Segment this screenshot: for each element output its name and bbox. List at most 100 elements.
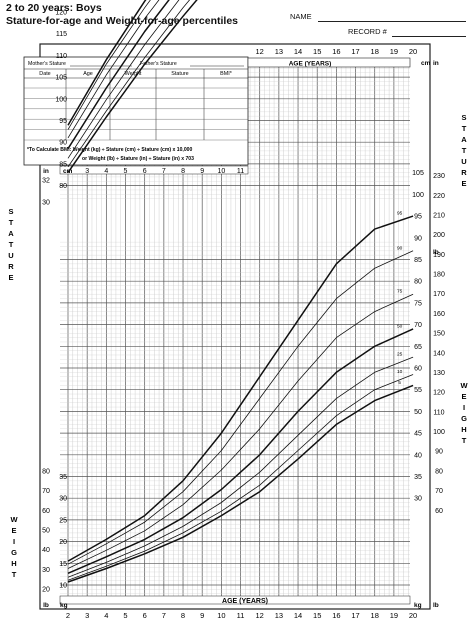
stature-side-label-right: A <box>461 135 467 144</box>
weight-curve-95 <box>67 215 414 562</box>
stature-side-label-right: U <box>461 157 466 166</box>
age-tick-bottom: 2 <box>66 611 70 620</box>
weight-side-label-left: W <box>10 515 18 524</box>
lb-unit-right-top: lb <box>433 249 439 256</box>
weight-curve-50 <box>67 328 414 574</box>
weight-lb-tick-right: 130 <box>433 370 445 377</box>
age-tick-bottom: 19 <box>390 611 398 620</box>
weight-kg-tick-right: 40 <box>414 452 422 459</box>
top-age-axis-box <box>247 57 411 68</box>
fathers-stature-label: Father's Stature <box>140 61 177 67</box>
stature-curve-95 <box>67 0 147 126</box>
weight-lb-tick-right: 230 <box>433 173 445 180</box>
stature-side-label-left: U <box>8 251 13 260</box>
kg-unit-left: kg <box>60 602 68 609</box>
weight-kg-tick-right: 65 <box>414 344 422 351</box>
age-tick-bottom: 14 <box>294 611 302 620</box>
age-tick-top: 17 <box>351 47 359 56</box>
in-unit-right: in <box>433 60 439 67</box>
age-tick-bottom: 15 <box>313 611 321 620</box>
age-tick-mid: 10 <box>217 168 225 175</box>
stature-side-label-right: S <box>461 113 466 122</box>
weight-kg-tick-right: 55 <box>414 387 422 394</box>
weight-curve-label: 90 <box>397 245 403 251</box>
stature-side-label-right: E <box>461 179 466 188</box>
age-tick-mid: 8 <box>181 168 185 175</box>
weight-side-label-right: E <box>461 392 466 401</box>
chart-title-line-2: Stature-for-age and Weight-for-age perce… <box>6 15 239 27</box>
weight-kg-tick-left: 35 <box>59 474 67 481</box>
weight-side-label-right: H <box>461 425 466 434</box>
lb-unit-right: lb <box>433 602 439 609</box>
mid-age-row <box>59 165 249 175</box>
stature-curve-5 <box>67 0 198 174</box>
weight-kg-tick-left: 15 <box>59 561 67 568</box>
stature-cm-tick-left: 115 <box>56 31 67 38</box>
stature-side-label-right: R <box>461 168 467 177</box>
weight-side-label-right: G <box>461 414 467 423</box>
stature-curve-10 <box>67 0 191 168</box>
age-tick-mid: 5 <box>124 168 128 175</box>
name-label: NAME <box>290 12 312 21</box>
table-column-header: Stature <box>171 71 188 77</box>
weight-lb-tick-left: 60 <box>42 508 50 515</box>
bmi-note-line-1: *To Calculate BMI: Weight (kg) ÷ Stature… <box>27 147 192 153</box>
name-input-line[interactable] <box>318 21 466 22</box>
age-tick-top: 14 <box>294 47 302 56</box>
weight-kg-tick-right: 70 <box>414 322 422 329</box>
stature-side-label-right: T <box>462 146 467 155</box>
stature-curve-90 <box>67 0 151 130</box>
age-tick-mid: 3 <box>85 168 89 175</box>
age-tick-mid: 7 <box>162 168 166 175</box>
table-column-header: Age <box>83 71 93 77</box>
weight-curve-5 <box>67 384 414 583</box>
weight-side-label-left: E <box>11 526 16 535</box>
stature-side-label-right: T <box>462 124 467 133</box>
age-tick-bottom: 9 <box>200 611 204 620</box>
weight-curve-90 <box>67 250 414 565</box>
weight-kg-tick-left: 10 <box>59 583 67 590</box>
age-tick-bottom: 4 <box>104 611 108 620</box>
record-input-line[interactable] <box>392 36 466 37</box>
stature-side-label-left: E <box>8 273 13 282</box>
stature-side-label-left: R <box>8 262 14 271</box>
top-age-axis-label: AGE (YEARS) <box>289 61 332 68</box>
weight-lb-tick-left: 30 <box>42 567 50 574</box>
weight-lb-tick-right: 180 <box>433 272 445 279</box>
weight-kg-tick-right: 60 <box>414 366 422 373</box>
weight-side-label-right: I <box>463 403 465 412</box>
weight-side-label-right: W <box>460 381 468 390</box>
table-column-header: Date <box>39 71 50 77</box>
weight-side-label-left: T <box>12 570 17 579</box>
weight-curve-label: 75 <box>397 289 403 295</box>
weight-kg-tick-right: 35 <box>414 474 422 481</box>
weight-curve-label: 5 <box>398 380 401 386</box>
age-tick-bottom: 16 <box>332 611 340 620</box>
age-tick-bottom: 5 <box>123 611 127 620</box>
weight-curve-75 <box>67 293 414 569</box>
weight-curve-label: 50 <box>397 323 403 329</box>
bottom-age-axis-box <box>59 595 411 605</box>
weight-kg-tick-right: 90 <box>414 235 422 242</box>
age-tick-bottom: 7 <box>162 611 166 620</box>
chart-frame <box>39 43 431 610</box>
cm-unit-top: cm <box>421 60 431 67</box>
stature-cm-tick-left: 90 <box>59 140 67 147</box>
stature-cm-tick-left: 120 <box>55 10 67 17</box>
weight-curve-label: 10 <box>397 369 403 375</box>
weight-lb-tick-left: 40 <box>42 547 50 554</box>
table-column-header: BMI* <box>220 71 233 77</box>
weight-kg-tick-left: 30 <box>59 496 67 503</box>
age-tick-mid: 9 <box>200 168 204 175</box>
weight-side-label-left: H <box>11 559 16 568</box>
weight-kg-tick-left: 25 <box>59 517 67 524</box>
mothers-stature-label: Mother's Stature <box>28 61 66 67</box>
weight-side-label-left: G <box>11 548 17 557</box>
stature-cm-tick-left: 85 <box>59 161 67 168</box>
age-tick-bottom: 12 <box>256 611 264 620</box>
weight-kg-tick-right: 30 <box>414 496 422 503</box>
age-tick-bottom: 17 <box>351 611 359 620</box>
weight-lb-tick-right: 140 <box>433 350 445 357</box>
stature-cm-tick-left: 95 <box>59 118 67 125</box>
chart-title-line-1: 2 to 20 years: Boys <box>6 2 102 14</box>
